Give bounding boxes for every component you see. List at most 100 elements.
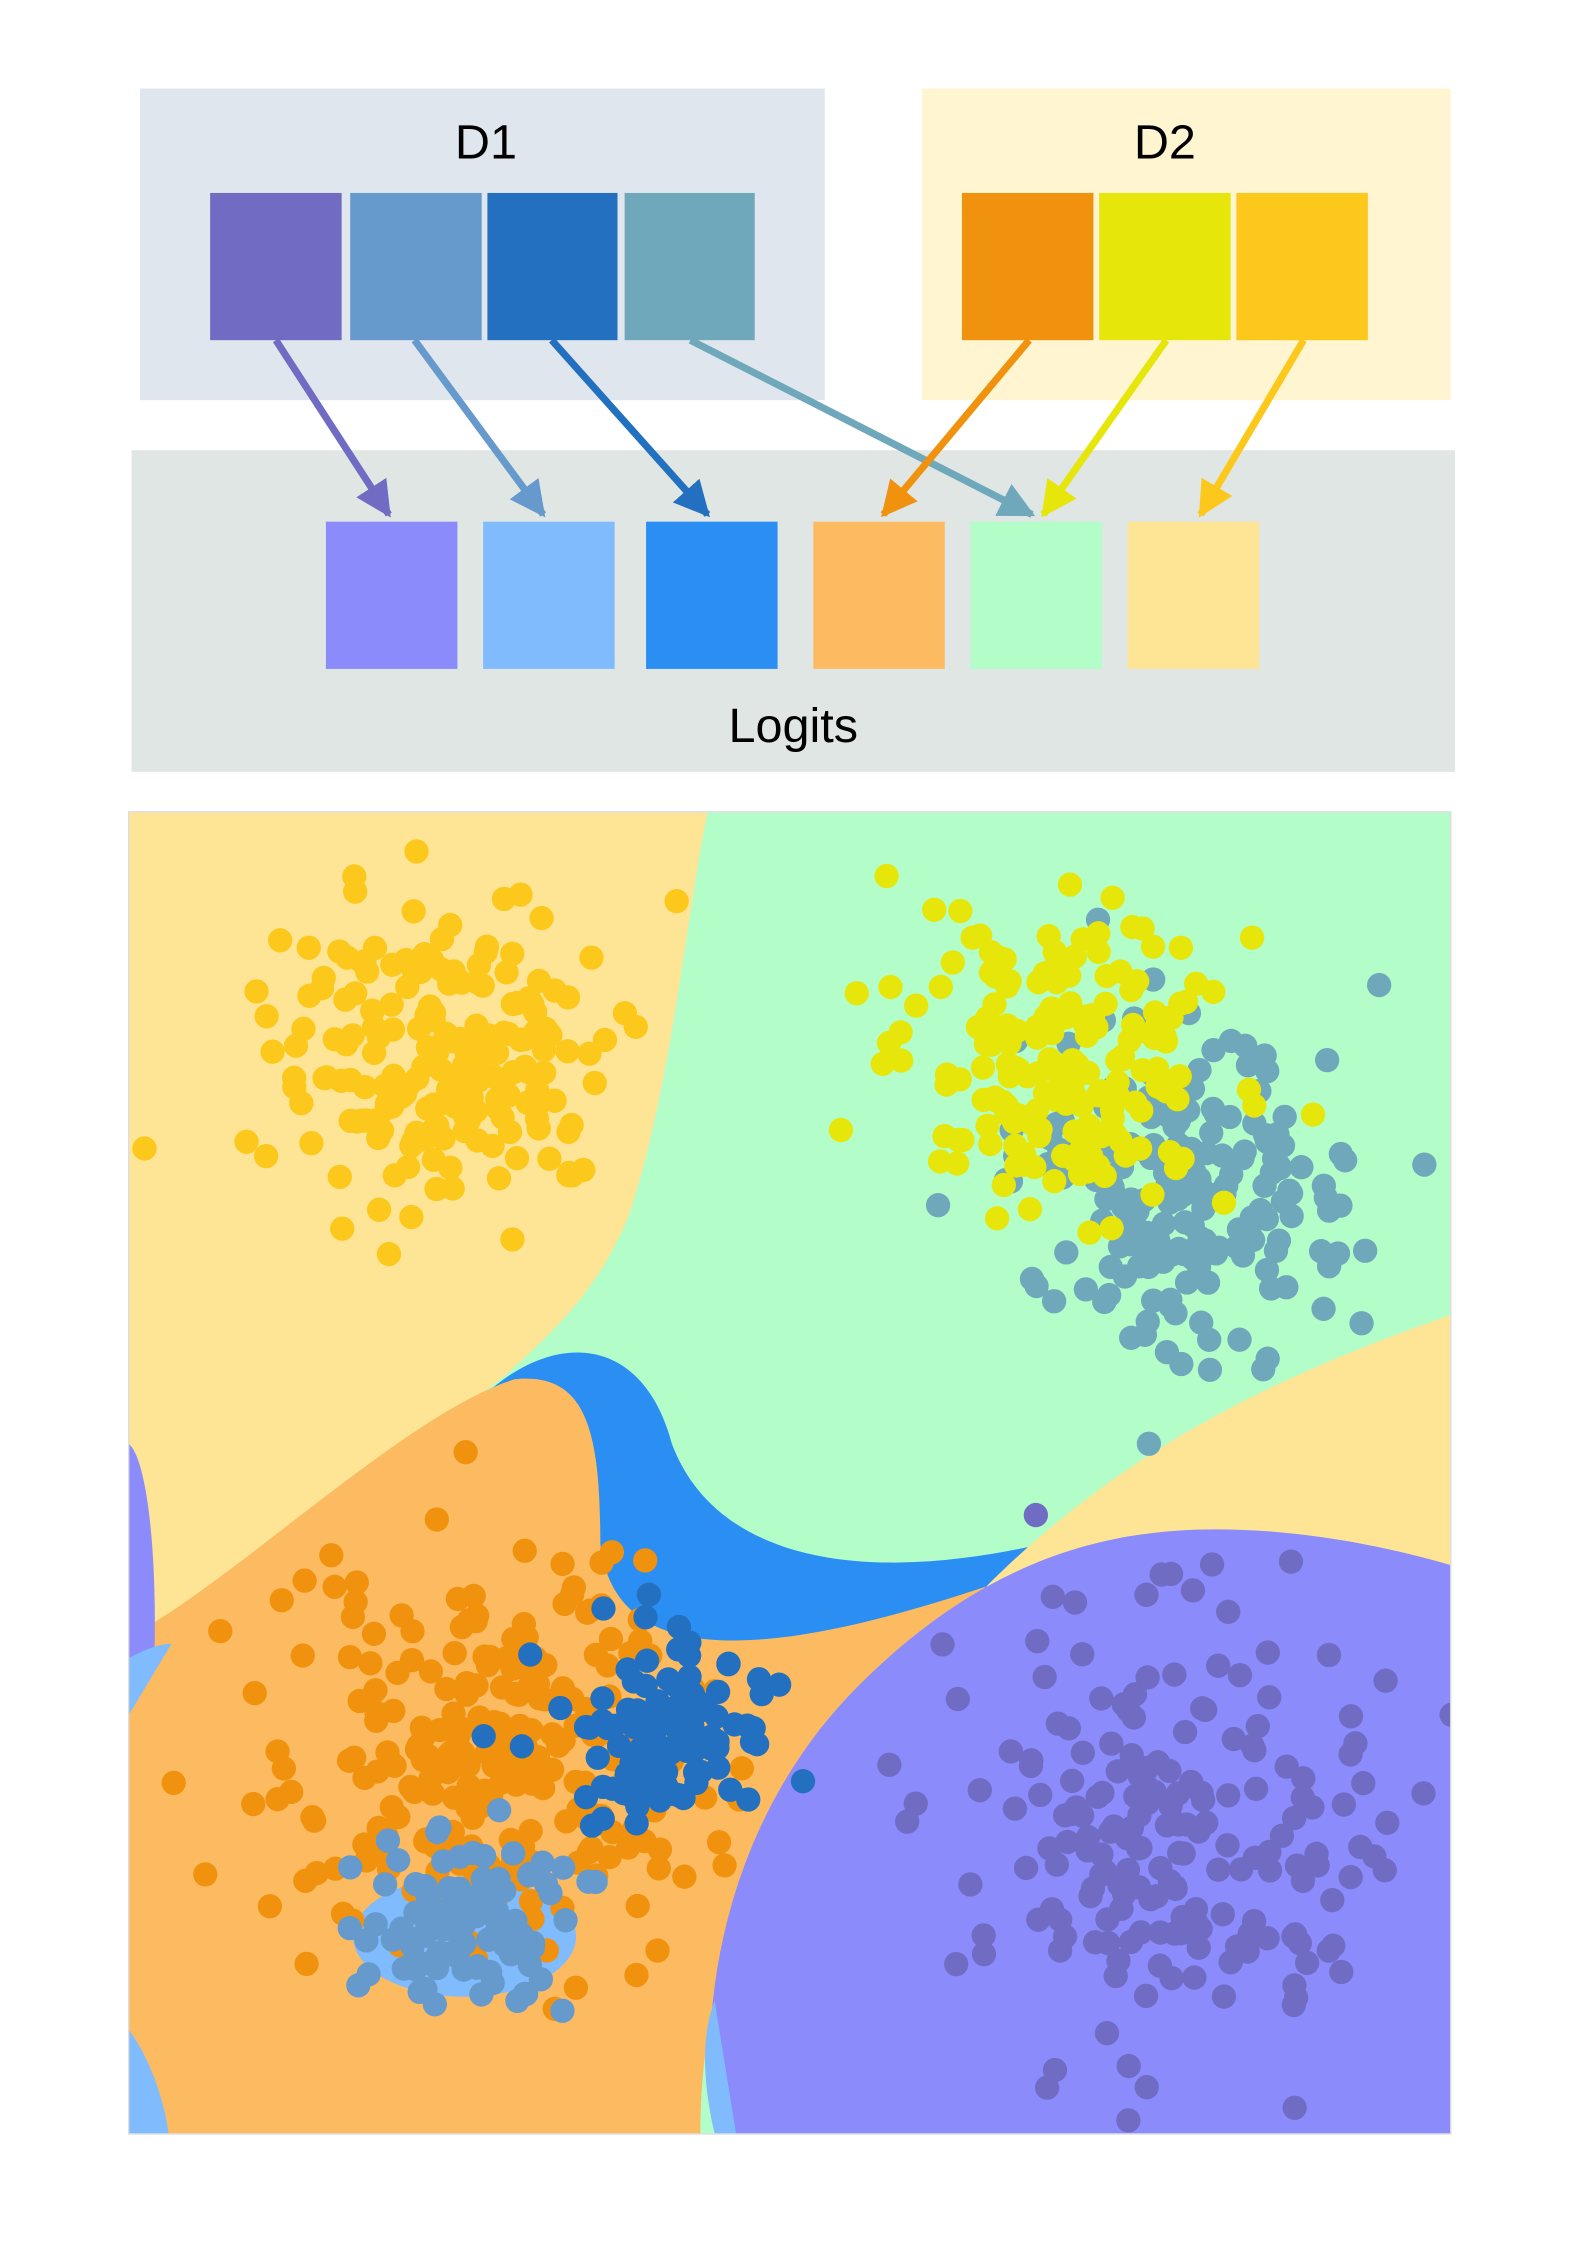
- point: [1265, 1121, 1290, 1147]
- point: [1067, 1161, 1093, 1187]
- point: [623, 1014, 648, 1039]
- point: [1013, 1855, 1039, 1881]
- point: [304, 1860, 329, 1886]
- point: [1338, 1704, 1364, 1729]
- point: [1311, 1296, 1336, 1321]
- point: [1281, 1805, 1307, 1831]
- arrow: [549, 337, 711, 518]
- point: [984, 1206, 1010, 1231]
- logit-cell: [1127, 521, 1260, 669]
- point: [925, 1193, 951, 1218]
- d2-cell: [1099, 192, 1231, 341]
- point: [1216, 1599, 1241, 1624]
- point: [1039, 996, 1064, 1021]
- point: [550, 1676, 576, 1701]
- point: [1338, 1742, 1363, 1767]
- point: [1076, 1824, 1101, 1850]
- point: [1320, 1887, 1345, 1913]
- point: [664, 889, 689, 914]
- point: [677, 1630, 702, 1655]
- point: [1274, 1275, 1299, 1300]
- arrow: [272, 338, 392, 518]
- point: [1041, 1289, 1067, 1314]
- point: [1119, 1743, 1144, 1768]
- point: [354, 1928, 379, 1953]
- point: [1243, 1776, 1269, 1802]
- panel-border: [127, 811, 1452, 2135]
- point: [382, 1163, 407, 1188]
- point: [1157, 1758, 1182, 1784]
- point: [465, 1954, 490, 1979]
- point: [518, 1642, 543, 1667]
- point: [399, 1204, 424, 1230]
- point: [1281, 1992, 1306, 2018]
- point: [944, 1951, 969, 1977]
- point: [343, 1589, 368, 1615]
- point: [1274, 1754, 1299, 1779]
- point: [1227, 1662, 1253, 1688]
- point: [1172, 1210, 1198, 1235]
- point: [1255, 1640, 1280, 1665]
- point: [372, 1073, 397, 1099]
- arrow: [1197, 338, 1307, 518]
- point: [418, 1659, 443, 1684]
- point: [1230, 1146, 1255, 1171]
- point: [556, 1119, 581, 1145]
- point: [132, 1136, 157, 1161]
- scatter-points: [132, 839, 1475, 2133]
- point: [1210, 1902, 1235, 1927]
- point: [290, 1643, 315, 1668]
- point: [1092, 1289, 1117, 1315]
- point: [590, 1686, 615, 1711]
- point: [1037, 1836, 1062, 1861]
- point: [1183, 1896, 1209, 1922]
- point: [375, 1828, 401, 1853]
- point: [492, 1933, 518, 1958]
- d1-cell: [210, 192, 342, 341]
- region: [128, 2029, 169, 2134]
- point: [1132, 1322, 1158, 1347]
- point: [736, 1787, 761, 1812]
- point: [382, 1753, 407, 1778]
- point: [453, 1440, 478, 1465]
- point: [302, 1808, 327, 1833]
- point: [361, 1621, 387, 1646]
- point: [398, 1774, 423, 1800]
- point: [614, 1761, 639, 1786]
- point: [637, 1744, 662, 1769]
- point: [598, 1626, 624, 1652]
- point: [1228, 1857, 1254, 1882]
- point: [1133, 1983, 1159, 2009]
- point: [1167, 1840, 1192, 1866]
- point: [1282, 1922, 1308, 1947]
- point: [1116, 1698, 1141, 1723]
- point: [655, 1740, 681, 1765]
- point: [548, 1695, 573, 1721]
- point: [442, 1640, 467, 1666]
- point: [970, 1055, 996, 1080]
- point: [551, 1728, 576, 1753]
- point: [401, 899, 426, 924]
- point: [1100, 885, 1125, 910]
- point: [633, 1548, 658, 1573]
- point: [1451, 1739, 1475, 1763]
- point: [1193, 1697, 1218, 1723]
- arrow: [1040, 338, 1170, 518]
- point: [380, 1927, 405, 1952]
- point: [1199, 1120, 1224, 1146]
- point: [1034, 2075, 1060, 2100]
- point: [438, 912, 463, 938]
- point: [1254, 1257, 1280, 1283]
- point: [391, 1956, 416, 1981]
- point: [1269, 1823, 1295, 1848]
- point: [1142, 1779, 1167, 1805]
- point: [361, 1015, 387, 1040]
- point: [590, 1806, 615, 1831]
- point: [1139, 1885, 1164, 1910]
- point: [1073, 1277, 1099, 1302]
- point: [494, 960, 519, 985]
- point: [1054, 1240, 1079, 1265]
- point: [1197, 1327, 1222, 1352]
- point: [1248, 1197, 1273, 1223]
- point: [1187, 1057, 1212, 1083]
